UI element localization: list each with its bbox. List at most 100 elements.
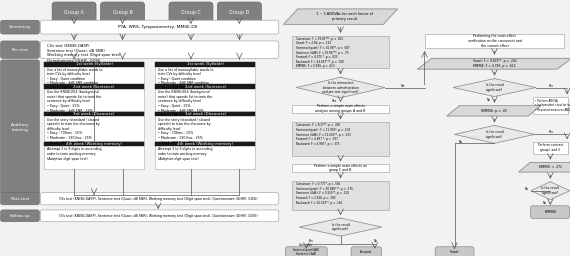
Text: Use a list of monosyllabic words to
train CVs by difficulty level
• Easy : Quiet: Use a list of monosyllabic words to trai… — [47, 68, 103, 90]
FancyBboxPatch shape — [1, 20, 39, 34]
Text: Is the interaction
between administration
and pre-test significant?: Is the interaction between administratio… — [322, 81, 359, 94]
Text: Post-test: Post-test — [10, 197, 30, 201]
Polygon shape — [284, 9, 398, 24]
Text: 4th week (Working memory): 4th week (Working memory) — [66, 142, 122, 146]
FancyBboxPatch shape — [40, 41, 279, 58]
Text: Use the story (standard / slowed
speech) to train the discourse by
difficulty le: Use the story (standard / slowed speech)… — [47, 118, 100, 144]
Text: Is the result
significant?: Is the result significant? — [542, 186, 559, 195]
Bar — [533, 97, 568, 114]
Text: 2nd week (Sentence): 2nd week (Sentence) — [74, 85, 115, 89]
Bar — [292, 36, 389, 68]
Text: CVs test (KNISE-DASP), Sentence test (Quasi, dB SNR), Working memory test (Digit: CVs test (KNISE-DASP), Sentence test (Qu… — [59, 214, 258, 218]
Polygon shape — [531, 182, 570, 200]
Text: CVs test (KNISE-DASP), Sentence test (Quasi, dB SNR), Working memory test (Digit: CVs test (KNISE-DASP), Sentence test (Qu… — [59, 197, 258, 201]
Text: Attempt 3 to 9 digits in ascending
order to train working memory
(Adaptive digit: Attempt 3 to 9 digits in ascending order… — [158, 147, 213, 161]
Text: 3rd week (Discourse): 3rd week (Discourse) — [74, 112, 115, 116]
FancyBboxPatch shape — [100, 2, 145, 22]
Text: Use a list of monosyllabic words to
train CVs by difficulty level
• Easy : Quiet: Use a list of monosyllabic words to trai… — [158, 68, 214, 90]
FancyBboxPatch shape — [531, 206, 569, 218]
Text: Perform a simple main effects
analysis among groups A and B: Perform a simple main effects analysis a… — [315, 104, 366, 113]
FancyBboxPatch shape — [351, 247, 381, 256]
Text: Yes: Yes — [332, 99, 337, 103]
Text: No: No — [524, 187, 529, 191]
Text: Consonant: F = 19.85***, p < .001
Vowel: F = 2.82, p = .122
Sentence(quiet): F =: Consonant: F = 19.85***, p < .001 Vowel:… — [296, 37, 350, 68]
FancyBboxPatch shape — [40, 20, 279, 34]
Bar — [44, 84, 144, 89]
FancyBboxPatch shape — [52, 2, 96, 22]
Bar — [155, 142, 255, 146]
Text: Yes: Yes — [308, 239, 313, 243]
FancyBboxPatch shape — [286, 247, 327, 256]
Text: 3rd week (Discourse): 3rd week (Discourse) — [185, 112, 226, 116]
Text: CVs test (KNISE-DASP)
Sentence test (Quasi, dB SNR)
Working memory test (Digit s: CVs test (KNISE-DASP) Sentence test (Qua… — [47, 44, 120, 62]
Text: KMMSE: p < .05: KMMSE: p < .05 — [482, 109, 507, 113]
Text: Use the KNISE-K54 (background
noise) that speeds list to train the
sentence by d: Use the KNISE-K54 (background noise) tha… — [47, 90, 101, 117]
Text: 2nd week (Sentence): 2nd week (Sentence) — [185, 85, 226, 89]
Text: Perform contrast
group I and II: Perform contrast group I and II — [538, 143, 563, 152]
Text: KMMSE: < .372: KMMSE: < .372 — [539, 165, 562, 169]
Text: Is the result
significant?: Is the result significant? — [486, 83, 503, 92]
Bar — [155, 84, 255, 111]
Text: Use the story (standard / slowed
speech) to train the discourse by
difficulty le: Use the story (standard / slowed speech)… — [158, 118, 211, 144]
FancyBboxPatch shape — [40, 193, 279, 205]
Text: Is the result
significant?: Is the result significant? — [486, 130, 503, 139]
FancyBboxPatch shape — [1, 41, 39, 58]
Bar — [155, 84, 255, 89]
FancyBboxPatch shape — [169, 2, 213, 22]
Text: PTA, WRS, Tympanometry, MMSE-DS: PTA, WRS, Tympanometry, MMSE-DS — [119, 25, 198, 29]
Text: Vowel: F = 9.825**, p = .243
KMMSE: F = 4.785, p = .612: Vowel: F = 9.825**, p = .243 KMMSE: F = … — [473, 59, 516, 68]
Text: Perform a simple main effects on
group C and B: Perform a simple main effects on group C… — [314, 164, 367, 173]
Bar — [44, 142, 144, 169]
Text: • Perform ANOVA
• Independent t-test for two groups
• Repeated measures ANOVA fo: • Perform ANOVA • Independent t-test for… — [535, 99, 570, 112]
Text: No: No — [459, 140, 463, 144]
Text: 1 ~ 3 ANOVAs for each factor of
primary result: 1 ~ 3 ANOVAs for each factor of primary … — [316, 12, 373, 21]
Text: 1st week (Syllable): 1st week (Syllable) — [187, 62, 223, 66]
Text: Screening: Screening — [9, 25, 31, 29]
Bar — [425, 34, 564, 48]
Bar — [155, 62, 255, 67]
Text: No: No — [487, 98, 491, 102]
Text: 1st week (Syllable): 1st week (Syllable) — [76, 62, 112, 66]
Text: Is the result
significant?: Is the result significant? — [332, 223, 349, 231]
Text: Performing the main effect
verification on the concurrent and
the current effect: Performing the main effect verification … — [467, 34, 522, 48]
Bar — [44, 62, 144, 84]
Text: No: No — [543, 201, 547, 205]
Text: No: No — [401, 84, 405, 88]
Bar — [533, 142, 568, 154]
Bar — [155, 112, 255, 141]
Text: Consonant: F = 8.37**, p = .360
Sentence(quiet): F = 11.956*, p = .178
Sentence : Consonant: F = 8.37**, p = .360 Sentence… — [296, 123, 351, 146]
Text: Group C: Group C — [181, 9, 201, 15]
FancyBboxPatch shape — [40, 210, 279, 222]
Bar — [292, 181, 389, 210]
Text: Yes: Yes — [548, 84, 553, 88]
Polygon shape — [455, 125, 535, 143]
Text: Group A: Group A — [64, 9, 84, 15]
FancyBboxPatch shape — [1, 60, 39, 195]
Bar — [44, 84, 144, 111]
Text: Consonant: F = 0.777*, p < .565
Sentence(quiet): F = 50.888***, p = .376
Sentenc: Consonant: F = 0.777*, p < .565 Sentence… — [296, 182, 353, 205]
Bar — [292, 105, 389, 113]
Text: No: No — [374, 239, 378, 243]
Text: Group D: Group D — [229, 9, 250, 15]
Bar — [44, 142, 144, 146]
Bar — [155, 62, 255, 84]
Bar — [292, 164, 389, 172]
Text: Pre-test: Pre-test — [11, 48, 28, 52]
FancyBboxPatch shape — [1, 193, 39, 205]
FancyBboxPatch shape — [1, 210, 39, 222]
Bar — [44, 112, 144, 141]
Polygon shape — [299, 218, 382, 236]
Text: Yes: Yes — [548, 130, 552, 134]
Polygon shape — [453, 79, 536, 97]
Text: Forward: Forward — [360, 250, 372, 254]
Text: Consonant
Sentence(quiet/4dB)
Sentence (4dB)
Backward: Consonant Sentence(quiet/4dB) Sentence (… — [293, 243, 320, 256]
Text: KMMSE: KMMSE — [544, 210, 556, 214]
Bar — [155, 112, 255, 116]
Bar — [155, 142, 255, 169]
Bar — [44, 112, 144, 116]
FancyBboxPatch shape — [435, 247, 474, 256]
Text: Vowel: Vowel — [450, 250, 459, 254]
Text: 4th week (Working memory): 4th week (Working memory) — [177, 142, 233, 146]
FancyBboxPatch shape — [218, 2, 261, 22]
Bar — [44, 62, 144, 67]
